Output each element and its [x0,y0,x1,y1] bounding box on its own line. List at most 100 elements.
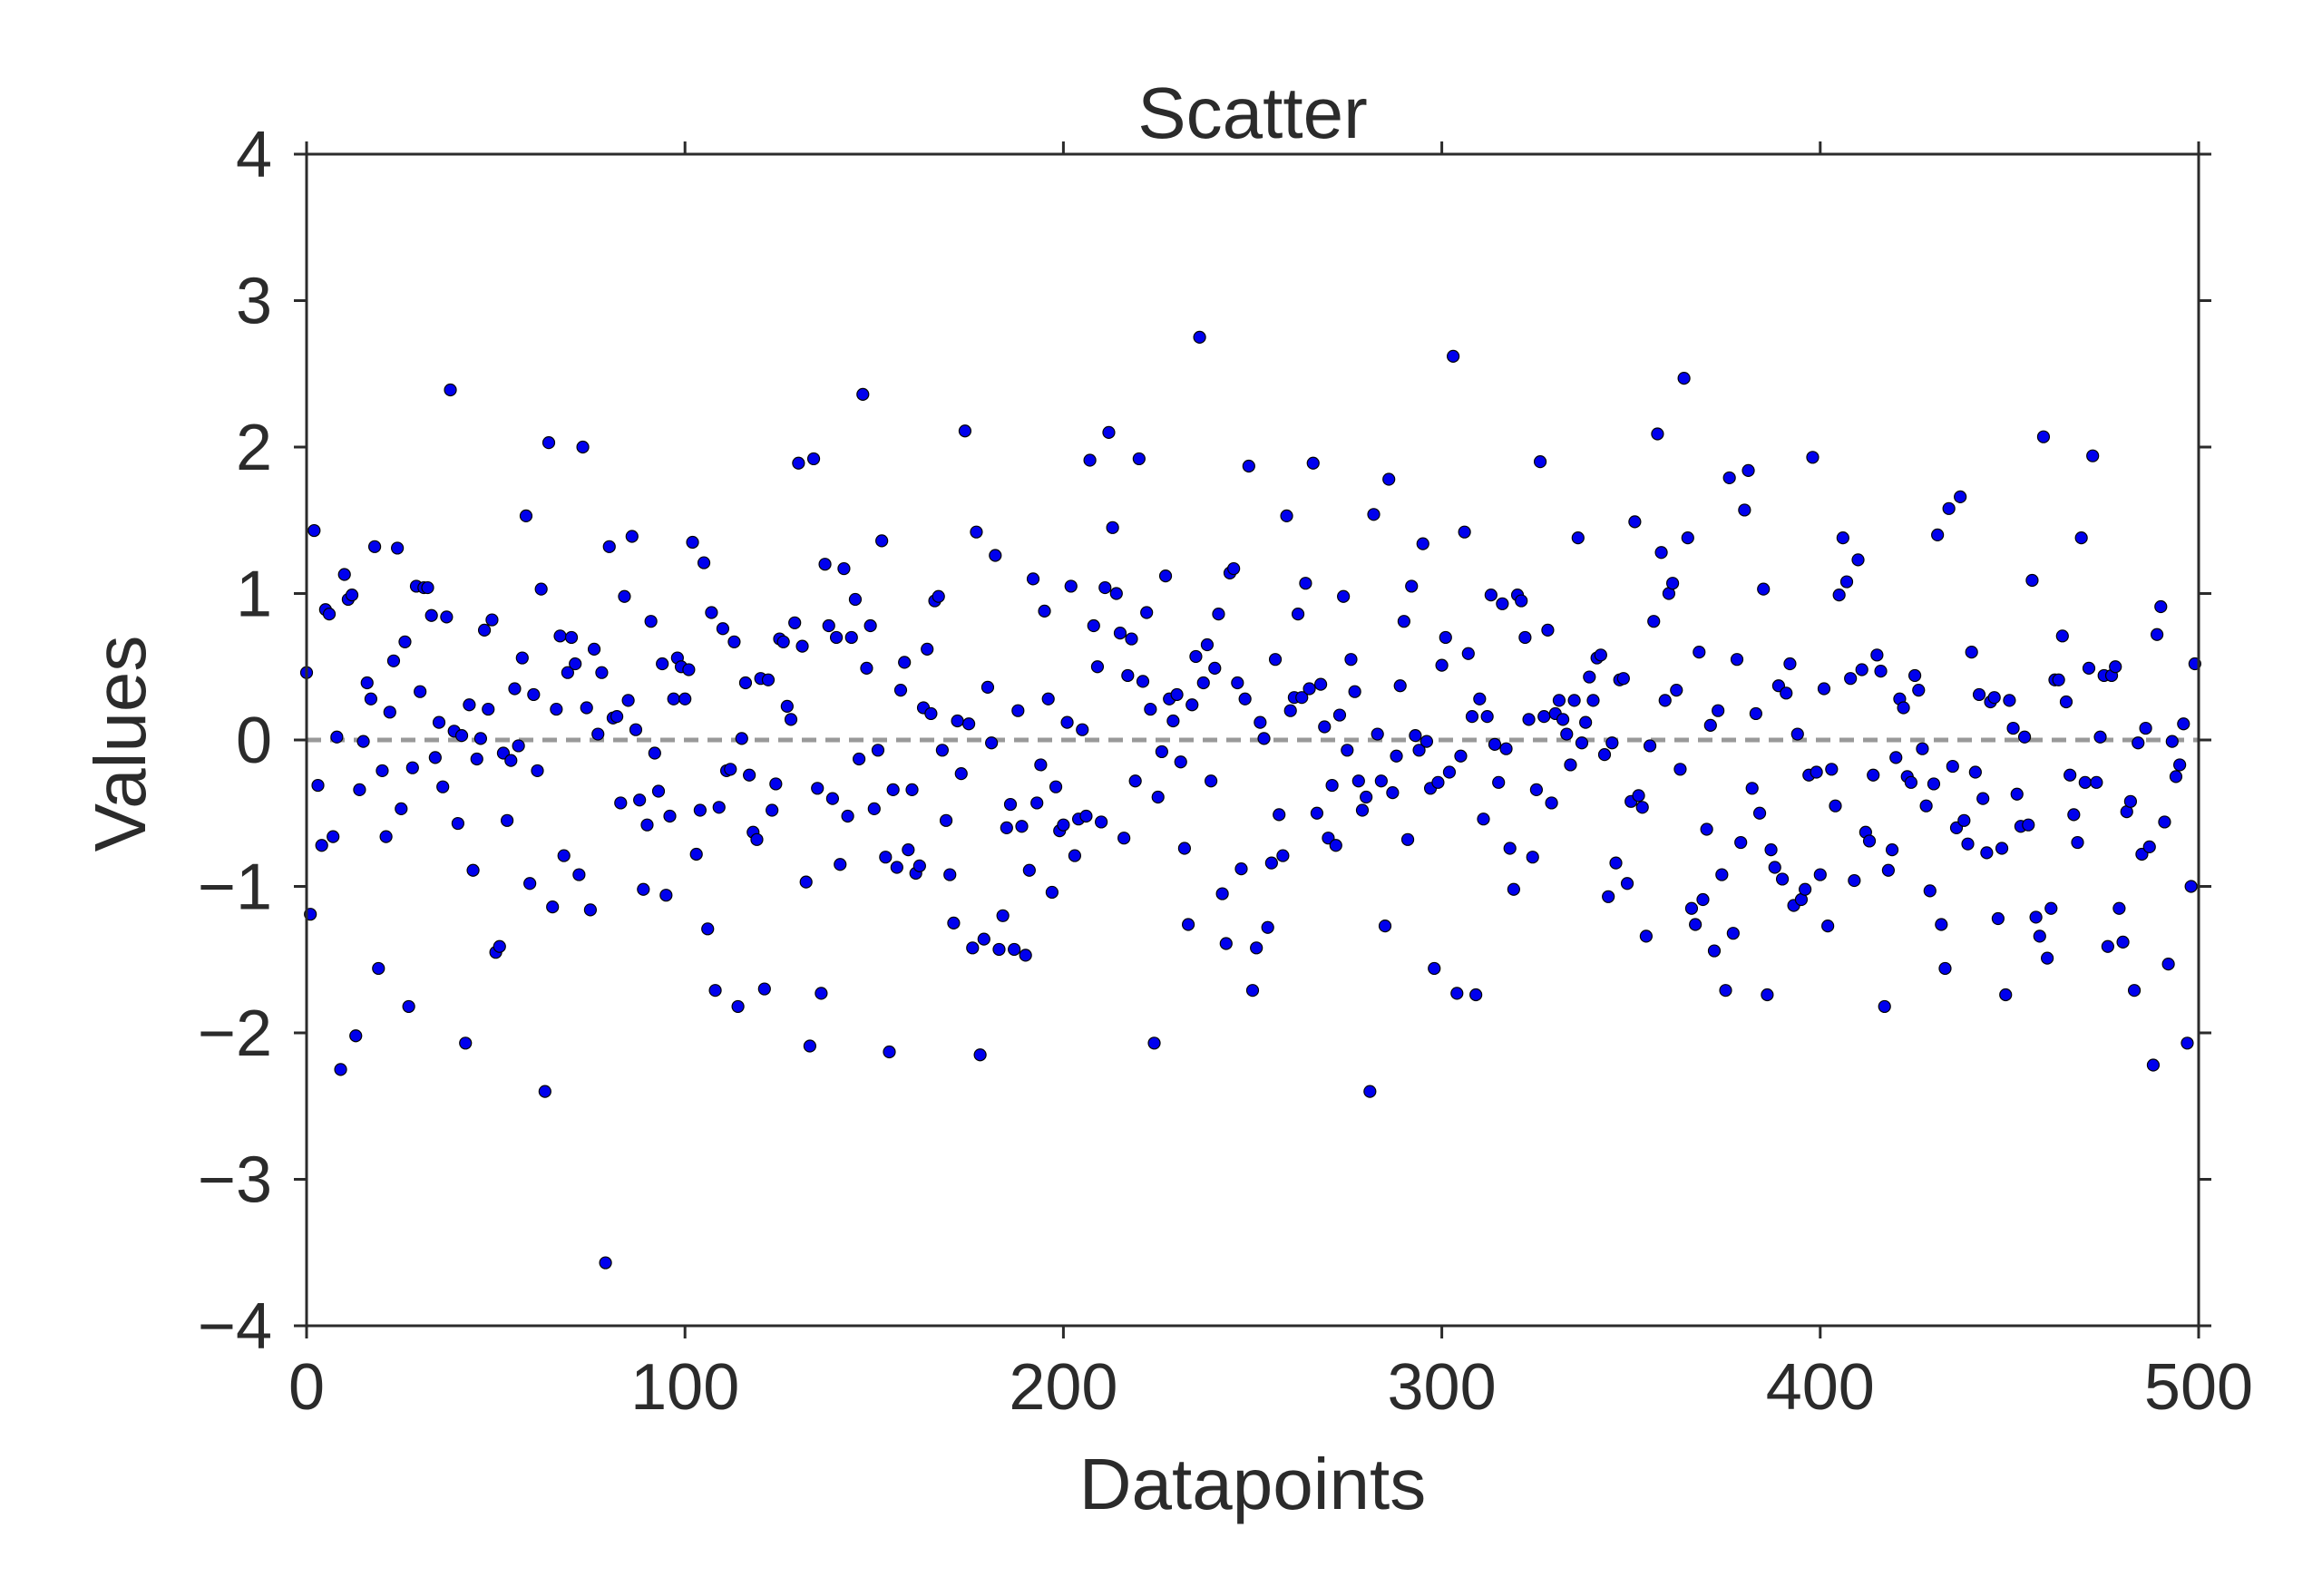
scatter-point [1503,842,1517,855]
scatter-point [776,635,790,648]
scatter-point [981,680,995,694]
scatter-point [1870,648,1884,662]
scatter-point [2078,775,2092,789]
scatter-point [1420,735,1434,748]
scatter-point [1095,815,1108,829]
scatter-point [379,830,393,843]
scatter-point [591,727,605,741]
scatter-point [1526,851,1539,864]
scatter-point [1193,330,1206,344]
scatter-point [2184,880,2198,893]
scatter-point [1469,988,1483,1002]
scatter-point [863,618,877,633]
scatter-point [1533,455,1547,469]
scatter-point [2025,573,2039,588]
scatter-point [1851,553,1865,567]
scatter-point [697,556,711,569]
scatter-point [716,622,730,636]
scatter-point [1991,911,2005,926]
scatter-point [708,984,722,998]
scatter-point [693,803,707,817]
scatter-point [788,616,802,629]
scatter-point [1264,856,1278,870]
scatter-point [951,714,964,728]
scatter-point [1620,877,1634,890]
scatter-point [1363,1085,1377,1098]
scatter-point [1273,808,1286,822]
scatter-point [701,922,715,936]
scatter-point [553,629,567,643]
scatter-point [898,656,912,669]
scatter-point [806,452,821,466]
scatter-point [1174,755,1187,769]
scatter-point [985,736,999,750]
scatter-point [1136,675,1150,688]
scatter-point [1980,846,1994,860]
scatter-point [1946,759,1959,774]
scatter-point [738,676,753,690]
scatter-point [2059,695,2073,709]
scatter-point [1518,630,1532,645]
scatter-point [844,630,858,645]
scatter-point [1919,799,1933,813]
scatter-point [1117,832,1131,845]
scatter-point [561,666,574,679]
scatter-point [1961,837,1975,851]
scatter-point [1302,682,1316,696]
scatter-point [1465,710,1479,724]
scatter-point [1378,920,1392,933]
scatter-point [1722,471,1736,485]
scatter-point [1393,679,1407,693]
scatter-point [2109,660,2122,674]
scatter-point [856,387,870,401]
scatter-point [1015,820,1029,833]
scatter-point [508,682,522,696]
scatter-point [569,657,582,671]
scatter-point [1344,653,1358,667]
scatter-point [1458,525,1471,539]
scatter-point [1196,676,1210,690]
scatter-point [1730,653,1744,667]
scatter-point [1862,834,1877,848]
scatter-point [1049,780,1063,793]
scatter-point [1102,425,1116,439]
scatter-point [1665,577,1680,590]
scatter-point [2151,628,2164,641]
scatter-point [1306,456,1320,470]
scatter-point [1878,999,1891,1014]
scatter-point [1904,775,1918,789]
scatter-point [1473,692,1487,706]
scatter-point [1935,918,1948,931]
scatter-point [1885,843,1899,857]
scatter-point [391,541,405,555]
scatter-point [470,752,483,766]
scatter-point [1855,663,1868,676]
scatter-point [485,613,499,627]
scatter-point [2093,730,2107,744]
scatter-point [1242,459,1255,473]
scatter-point [2158,815,2171,829]
scatter-point [334,1063,347,1076]
scatter-point [818,558,832,571]
scatter-point [834,858,847,871]
scatter-point [2123,794,2138,808]
scatter-point [1556,713,1570,726]
scatter-point [1806,451,1820,464]
scatter-point [883,1045,896,1059]
scatter-point [1155,744,1168,759]
scatter-point [599,1256,612,1270]
scatter-point [1745,782,1759,795]
scatter-point [2003,694,2016,707]
scatter-point [731,999,745,1014]
scatter-point [2181,1036,2194,1050]
scatter-point [1076,723,1089,736]
scatter-point [966,941,980,955]
scatter-point [414,685,427,698]
scatter-point [1250,941,1263,955]
scatter-point [2127,984,2142,998]
scatter-point [1693,645,1706,659]
scatter-point [1450,987,1464,1000]
scatter-point [1409,729,1422,743]
scatter-point [961,717,976,731]
scatter-point [2165,735,2179,748]
